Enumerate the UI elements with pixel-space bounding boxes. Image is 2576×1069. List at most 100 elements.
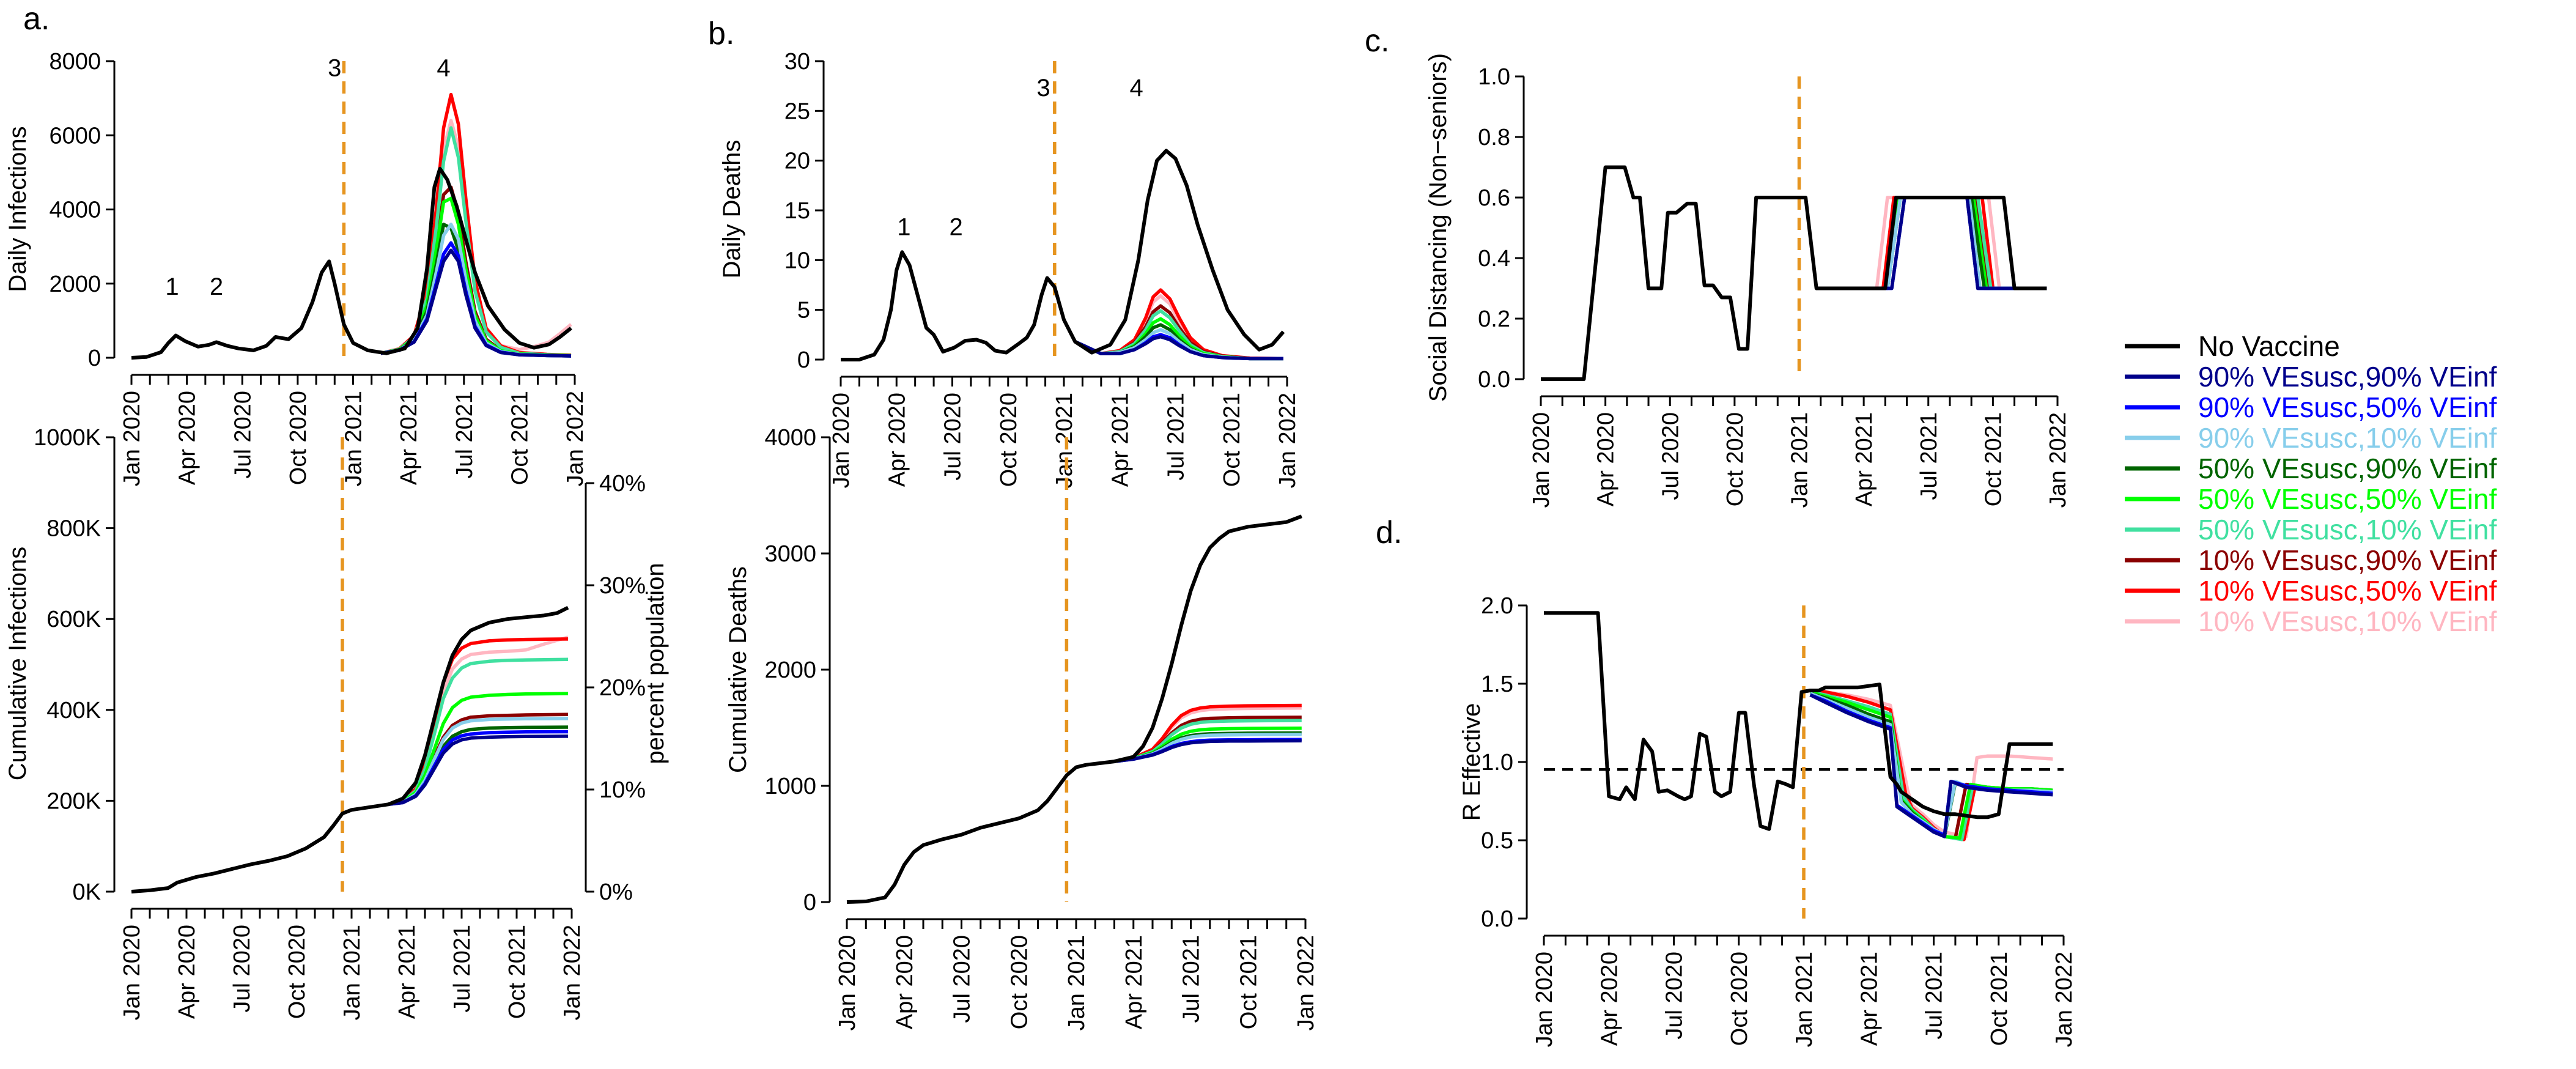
r-effective-x-tick-label: Apr 2021 — [1856, 952, 1882, 1046]
social-distancing-y-tick-label: 1.0 — [1478, 64, 1510, 90]
cumulative-infections-series-90-vesusc-90-veinf — [388, 734, 569, 807]
daily-deaths-x-tick-label: Jan 2020 — [829, 393, 854, 488]
daily-deaths-y-tick-label: 10 — [784, 248, 810, 273]
cumulative-infections-chart: 0K 200K 400K 600K 800K 1000K Cumulative Infect… — [4, 425, 669, 1020]
daily-deaths-chart: 0 5 10 15 20 25 30 Daily Deaths Jan 2020 Apr 2020… — [718, 49, 1301, 488]
legend-label: 10% VEsusc,50% VEinf — [2198, 575, 2497, 607]
social-distancing-x-tick-label: Jan 2022 — [2045, 412, 2071, 508]
cumulative-infections-x-tick-label: Apr 2020 — [174, 925, 200, 1019]
daily-infections-x-tick-label: Apr 2020 — [175, 391, 201, 485]
cumulative-deaths-y-tick-label: 2000 — [764, 657, 816, 683]
daily-infections-x-tick-label: Jan 2020 — [119, 391, 145, 486]
daily-deaths-y-tick-label: 30 — [784, 49, 810, 75]
r-effective-y-tick-label: 2.0 — [1481, 593, 1513, 619]
daily-deaths-series-no-vaccine — [841, 149, 1285, 361]
cumulative-deaths-y-axis-title: Cumulative Deaths — [725, 566, 751, 773]
cumulative-infections-y2-tick-label: 10% — [599, 777, 646, 803]
daily-deaths-y-tick-label: 20 — [784, 149, 810, 174]
r-effective-series-50-vesusc-90-veinf — [1809, 692, 2053, 838]
r-effective-y-tick-label: 1.0 — [1481, 750, 1513, 775]
daily-deaths-annotation: 1 — [897, 214, 910, 241]
r-effective-series-10-vesusc-10-veinf — [1810, 689, 2053, 838]
daily-deaths-x-tick-label: Jan 2022 — [1275, 393, 1301, 488]
daily-deaths-annotation: 2 — [949, 214, 962, 241]
social-distancing-y-tick-label: 0.6 — [1478, 185, 1510, 211]
cumulative-deaths-x-tick-label: Jul 2021 — [1179, 935, 1205, 1023]
social-distancing-x-tick-label: Apr 2021 — [1851, 412, 1877, 506]
cumulative-deaths-x-tick-label: Jul 2020 — [950, 935, 975, 1023]
legend-label: 10% VEsusc,90% VEinf — [2198, 544, 2497, 576]
social-distancing-x-tick-label: Jan 2020 — [1529, 412, 1554, 508]
daily-infections-y-tick-label: 2000 — [49, 272, 101, 297]
cumulative-deaths-y-tick-label: 4000 — [764, 425, 816, 451]
cumulative-infections-x-tick-label: Apr 2021 — [394, 925, 420, 1019]
cumulative-deaths-x-tick-label: Oct 2021 — [1236, 935, 1261, 1029]
daily-infections-annotation: 2 — [210, 273, 223, 300]
cumulative-infections-x-tick-label: Jul 2021 — [449, 925, 475, 1013]
cumulative-infections-y-tick-label: 800K — [46, 516, 101, 542]
social-distancing-x-tick-label: Jul 2020 — [1658, 412, 1683, 500]
r-effective-chart: 0.0 0.5 1.0 1.5 2.0 R Effective Jan 2020 Apr 20… — [1458, 593, 2077, 1047]
cumulative-infections-x-tick-label: Oct 2020 — [284, 925, 310, 1019]
legend-label: 90% VEsusc,90% VEinf — [2198, 361, 2497, 393]
cumulative-deaths-chart: 0 1000 2000 3000 4000 Cumulative Deaths Jan 20… — [725, 425, 1319, 1030]
legend-label: 90% VEsusc,10% VEinf — [2198, 422, 2497, 454]
cumulative-deaths-x-tick-label: Jan 2022 — [1293, 935, 1319, 1030]
panel-label-c: c. — [1365, 23, 1389, 59]
daily-deaths-y-tick-label: 25 — [784, 98, 810, 124]
cumulative-deaths-y-tick-label: 3000 — [764, 541, 816, 567]
social-distancing-y-axis-title: Social Distancing (Non−seniors) — [1425, 53, 1452, 402]
daily-deaths-annotation: 4 — [1130, 75, 1143, 102]
daily-infections-x-tick-label: Oct 2020 — [286, 391, 311, 485]
cumulative-deaths-y-tick-label: 1000 — [764, 774, 816, 799]
r-effective-y-tick-label: 1.5 — [1481, 671, 1513, 697]
daily-infections-annotation: 1 — [165, 273, 179, 300]
r-effective-series-90-vesusc-90-veinf — [1809, 693, 2053, 838]
legend-label: 50% VEsusc,90% VEinf — [2198, 453, 2497, 484]
cumulative-infections-series-no-vaccine — [131, 605, 569, 893]
legend-label: 10% VEsusc,10% VEinf — [2198, 605, 2497, 637]
social-distancing-y-tick-label: 0.2 — [1478, 306, 1510, 332]
cumulative-infections-y2-tick-label: 20% — [599, 675, 646, 701]
cumulative-deaths-series-90-vesusc-90-veinf — [1114, 739, 1302, 763]
social-distancing-x-tick-label: Jan 2021 — [1787, 412, 1813, 508]
social-distancing-x-tick-label: Apr 2020 — [1593, 412, 1619, 506]
r-effective-x-tick-label: Oct 2021 — [1987, 952, 2012, 1046]
social-distancing-series-no-vaccine — [1541, 165, 2047, 381]
r-effective-x-tick-label: Apr 2020 — [1596, 952, 1622, 1046]
daily-deaths-annotation: 3 — [1036, 75, 1050, 102]
daily-infections-annotation: 3 — [328, 54, 341, 81]
daily-deaths-y-tick-label: 15 — [784, 198, 810, 224]
social-distancing-x-tick-label: Jul 2021 — [1916, 412, 1942, 500]
panel-label-b: b. — [708, 16, 734, 51]
cumulative-infections-x-tick-label: Jan 2022 — [559, 925, 585, 1020]
daily-deaths-series-90-vesusc-90-veinf — [1074, 335, 1283, 361]
daily-deaths-x-tick-label: Jul 2021 — [1164, 393, 1189, 481]
daily-deaths-x-tick-label: Jul 2020 — [940, 393, 966, 481]
daily-deaths-x-tick-label: Apr 2020 — [884, 393, 910, 487]
daily-infections-x-tick-label: Jul 2020 — [230, 391, 256, 479]
daily-deaths-y-axis-title: Daily Deaths — [718, 140, 745, 279]
r-effective-series-no-vaccine — [1544, 611, 2053, 831]
cumulative-infections-y2-axis-title: percent population — [642, 563, 669, 764]
daily-infections-y-tick-label: 0 — [88, 346, 101, 371]
panel-label-a: a. — [23, 1, 50, 37]
daily-deaths-y-tick-label: 5 — [797, 298, 810, 324]
r-effective-x-tick-label: Oct 2020 — [1727, 952, 1752, 1046]
social-distancing-y-tick-label: 0.4 — [1478, 246, 1510, 272]
cumulative-infections-x-tick-label: Jul 2020 — [229, 925, 255, 1013]
daily-deaths-x-tick-label: Oct 2020 — [996, 393, 1022, 487]
daily-infections-x-tick-label: Jan 2021 — [341, 391, 367, 486]
daily-infections-y-tick-label: 6000 — [49, 123, 101, 149]
cumulative-infections-y-tick-label: 400K — [46, 698, 101, 723]
daily-deaths-x-tick-label: Jan 2021 — [1052, 393, 1077, 488]
cumulative-infections-y-axis-title: Cumulative Infections — [4, 547, 31, 780]
r-effective-y-axis-title: R Effective — [1458, 703, 1485, 821]
daily-deaths-x-tick-label: Apr 2021 — [1107, 393, 1133, 487]
cumulative-deaths-x-tick-label: Jan 2021 — [1064, 935, 1090, 1030]
r-effective-y-tick-label: 0.5 — [1481, 828, 1513, 854]
r-effective-x-tick-label: Jan 2022 — [2051, 952, 2077, 1047]
r-effective-x-tick-label: Jan 2020 — [1532, 952, 1557, 1047]
